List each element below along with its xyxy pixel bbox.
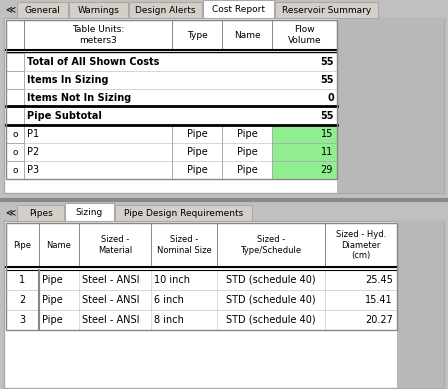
Bar — [6, 161, 337, 179]
Bar — [6, 290, 397, 310]
Text: Sized -
Material: Sized - Material — [98, 235, 132, 255]
Text: ≪: ≪ — [5, 207, 15, 217]
Text: 10 inch: 10 inch — [154, 275, 190, 285]
Text: STD (schedule 40): STD (schedule 40) — [226, 275, 316, 285]
Text: 0: 0 — [327, 93, 334, 103]
Text: STD (schedule 40): STD (schedule 40) — [226, 315, 316, 325]
Text: Sized -
Type/Schedule: Sized - Type/Schedule — [241, 235, 302, 255]
Text: Steel - ANSI: Steel - ANSI — [82, 315, 139, 325]
Text: Pipe: Pipe — [42, 295, 63, 305]
Text: Pipe: Pipe — [187, 129, 207, 139]
Text: Warnings: Warnings — [78, 5, 120, 14]
Text: Steel - ANSI: Steel - ANSI — [82, 295, 139, 305]
Bar — [337, 18, 444, 193]
Text: o: o — [12, 147, 18, 156]
Text: Pipe: Pipe — [187, 165, 207, 175]
Bar — [6, 270, 397, 290]
Text: 25.45: 25.45 — [365, 275, 393, 285]
Text: 20.27: 20.27 — [365, 315, 393, 325]
Bar — [6, 71, 337, 89]
Text: P2: P2 — [27, 147, 39, 157]
Bar — [6, 143, 24, 161]
Bar — [272, 161, 337, 179]
Bar — [6, 89, 24, 107]
Bar — [6, 89, 337, 107]
Text: ≪: ≪ — [5, 4, 15, 14]
Text: Sized - Hyd.
Diameter
(cm): Sized - Hyd. Diameter (cm) — [336, 230, 386, 260]
Text: Table Units:
meters3: Table Units: meters3 — [72, 25, 124, 45]
Text: Items Not In Sizing: Items Not In Sizing — [27, 93, 131, 103]
Bar — [69, 2, 128, 18]
Text: Steel - ANSI: Steel - ANSI — [82, 275, 139, 285]
Bar — [6, 161, 24, 179]
Bar — [17, 205, 64, 221]
Text: Design Alerts: Design Alerts — [135, 5, 196, 14]
Text: 3: 3 — [19, 315, 26, 325]
Bar — [6, 223, 397, 330]
Text: Pipe: Pipe — [13, 240, 31, 249]
Text: Name: Name — [234, 30, 260, 40]
Text: Sized -
Nominal Size: Sized - Nominal Size — [157, 235, 211, 255]
Text: 8 inch: 8 inch — [154, 315, 184, 325]
Text: General: General — [25, 5, 60, 14]
Bar — [272, 125, 337, 143]
Text: Pipes: Pipes — [29, 209, 52, 217]
Bar — [65, 203, 114, 221]
Text: Name: Name — [47, 240, 71, 249]
Bar — [129, 2, 202, 18]
Text: 15: 15 — [321, 129, 333, 139]
Text: Pipe: Pipe — [42, 315, 63, 325]
Bar — [6, 107, 24, 125]
Text: STD (schedule 40): STD (schedule 40) — [226, 295, 316, 305]
Bar — [0, 0, 448, 198]
Bar — [6, 125, 24, 143]
Text: 2: 2 — [19, 295, 26, 305]
Text: 11: 11 — [321, 147, 333, 157]
Bar — [397, 221, 444, 388]
Bar — [17, 2, 68, 18]
Bar — [6, 143, 337, 161]
Text: Sizing: Sizing — [76, 207, 103, 217]
Text: 29: 29 — [321, 165, 333, 175]
Text: o: o — [12, 130, 18, 138]
Text: o: o — [12, 165, 18, 175]
Bar — [203, 0, 274, 18]
Text: P3: P3 — [27, 165, 39, 175]
Bar — [6, 310, 397, 330]
Bar — [275, 2, 378, 18]
Text: 15.41: 15.41 — [366, 295, 393, 305]
Bar — [6, 71, 24, 89]
Text: P1: P1 — [27, 129, 39, 139]
Bar — [6, 223, 397, 267]
Bar — [4, 221, 444, 388]
Text: 55: 55 — [320, 111, 334, 121]
Text: Pipe Design Requirements: Pipe Design Requirements — [124, 209, 243, 217]
Bar — [6, 20, 337, 179]
Text: Pipe: Pipe — [237, 147, 257, 157]
Bar — [4, 18, 444, 193]
Text: Pipe: Pipe — [237, 165, 257, 175]
Bar — [6, 53, 24, 71]
Bar — [6, 107, 337, 125]
Text: Pipe Subtotal: Pipe Subtotal — [27, 111, 102, 121]
Text: Flow
Volume: Flow Volume — [288, 25, 321, 45]
Text: Pipe: Pipe — [237, 129, 257, 139]
Bar — [6, 125, 337, 143]
Text: 55: 55 — [320, 75, 334, 85]
Text: Total of All Shown Costs: Total of All Shown Costs — [27, 57, 159, 67]
Text: Cost Report: Cost Report — [212, 5, 265, 14]
Bar — [272, 143, 337, 161]
Text: Items In Sizing: Items In Sizing — [27, 75, 108, 85]
Text: Reservoir Summary: Reservoir Summary — [282, 5, 371, 14]
Bar — [115, 205, 252, 221]
Bar — [0, 203, 448, 389]
Text: Type: Type — [187, 30, 207, 40]
Text: Pipe: Pipe — [42, 275, 63, 285]
Text: 6 inch: 6 inch — [154, 295, 184, 305]
Text: 1: 1 — [19, 275, 26, 285]
Bar — [6, 53, 337, 71]
Bar — [6, 20, 337, 50]
Text: 55: 55 — [320, 57, 334, 67]
Text: Pipe: Pipe — [187, 147, 207, 157]
